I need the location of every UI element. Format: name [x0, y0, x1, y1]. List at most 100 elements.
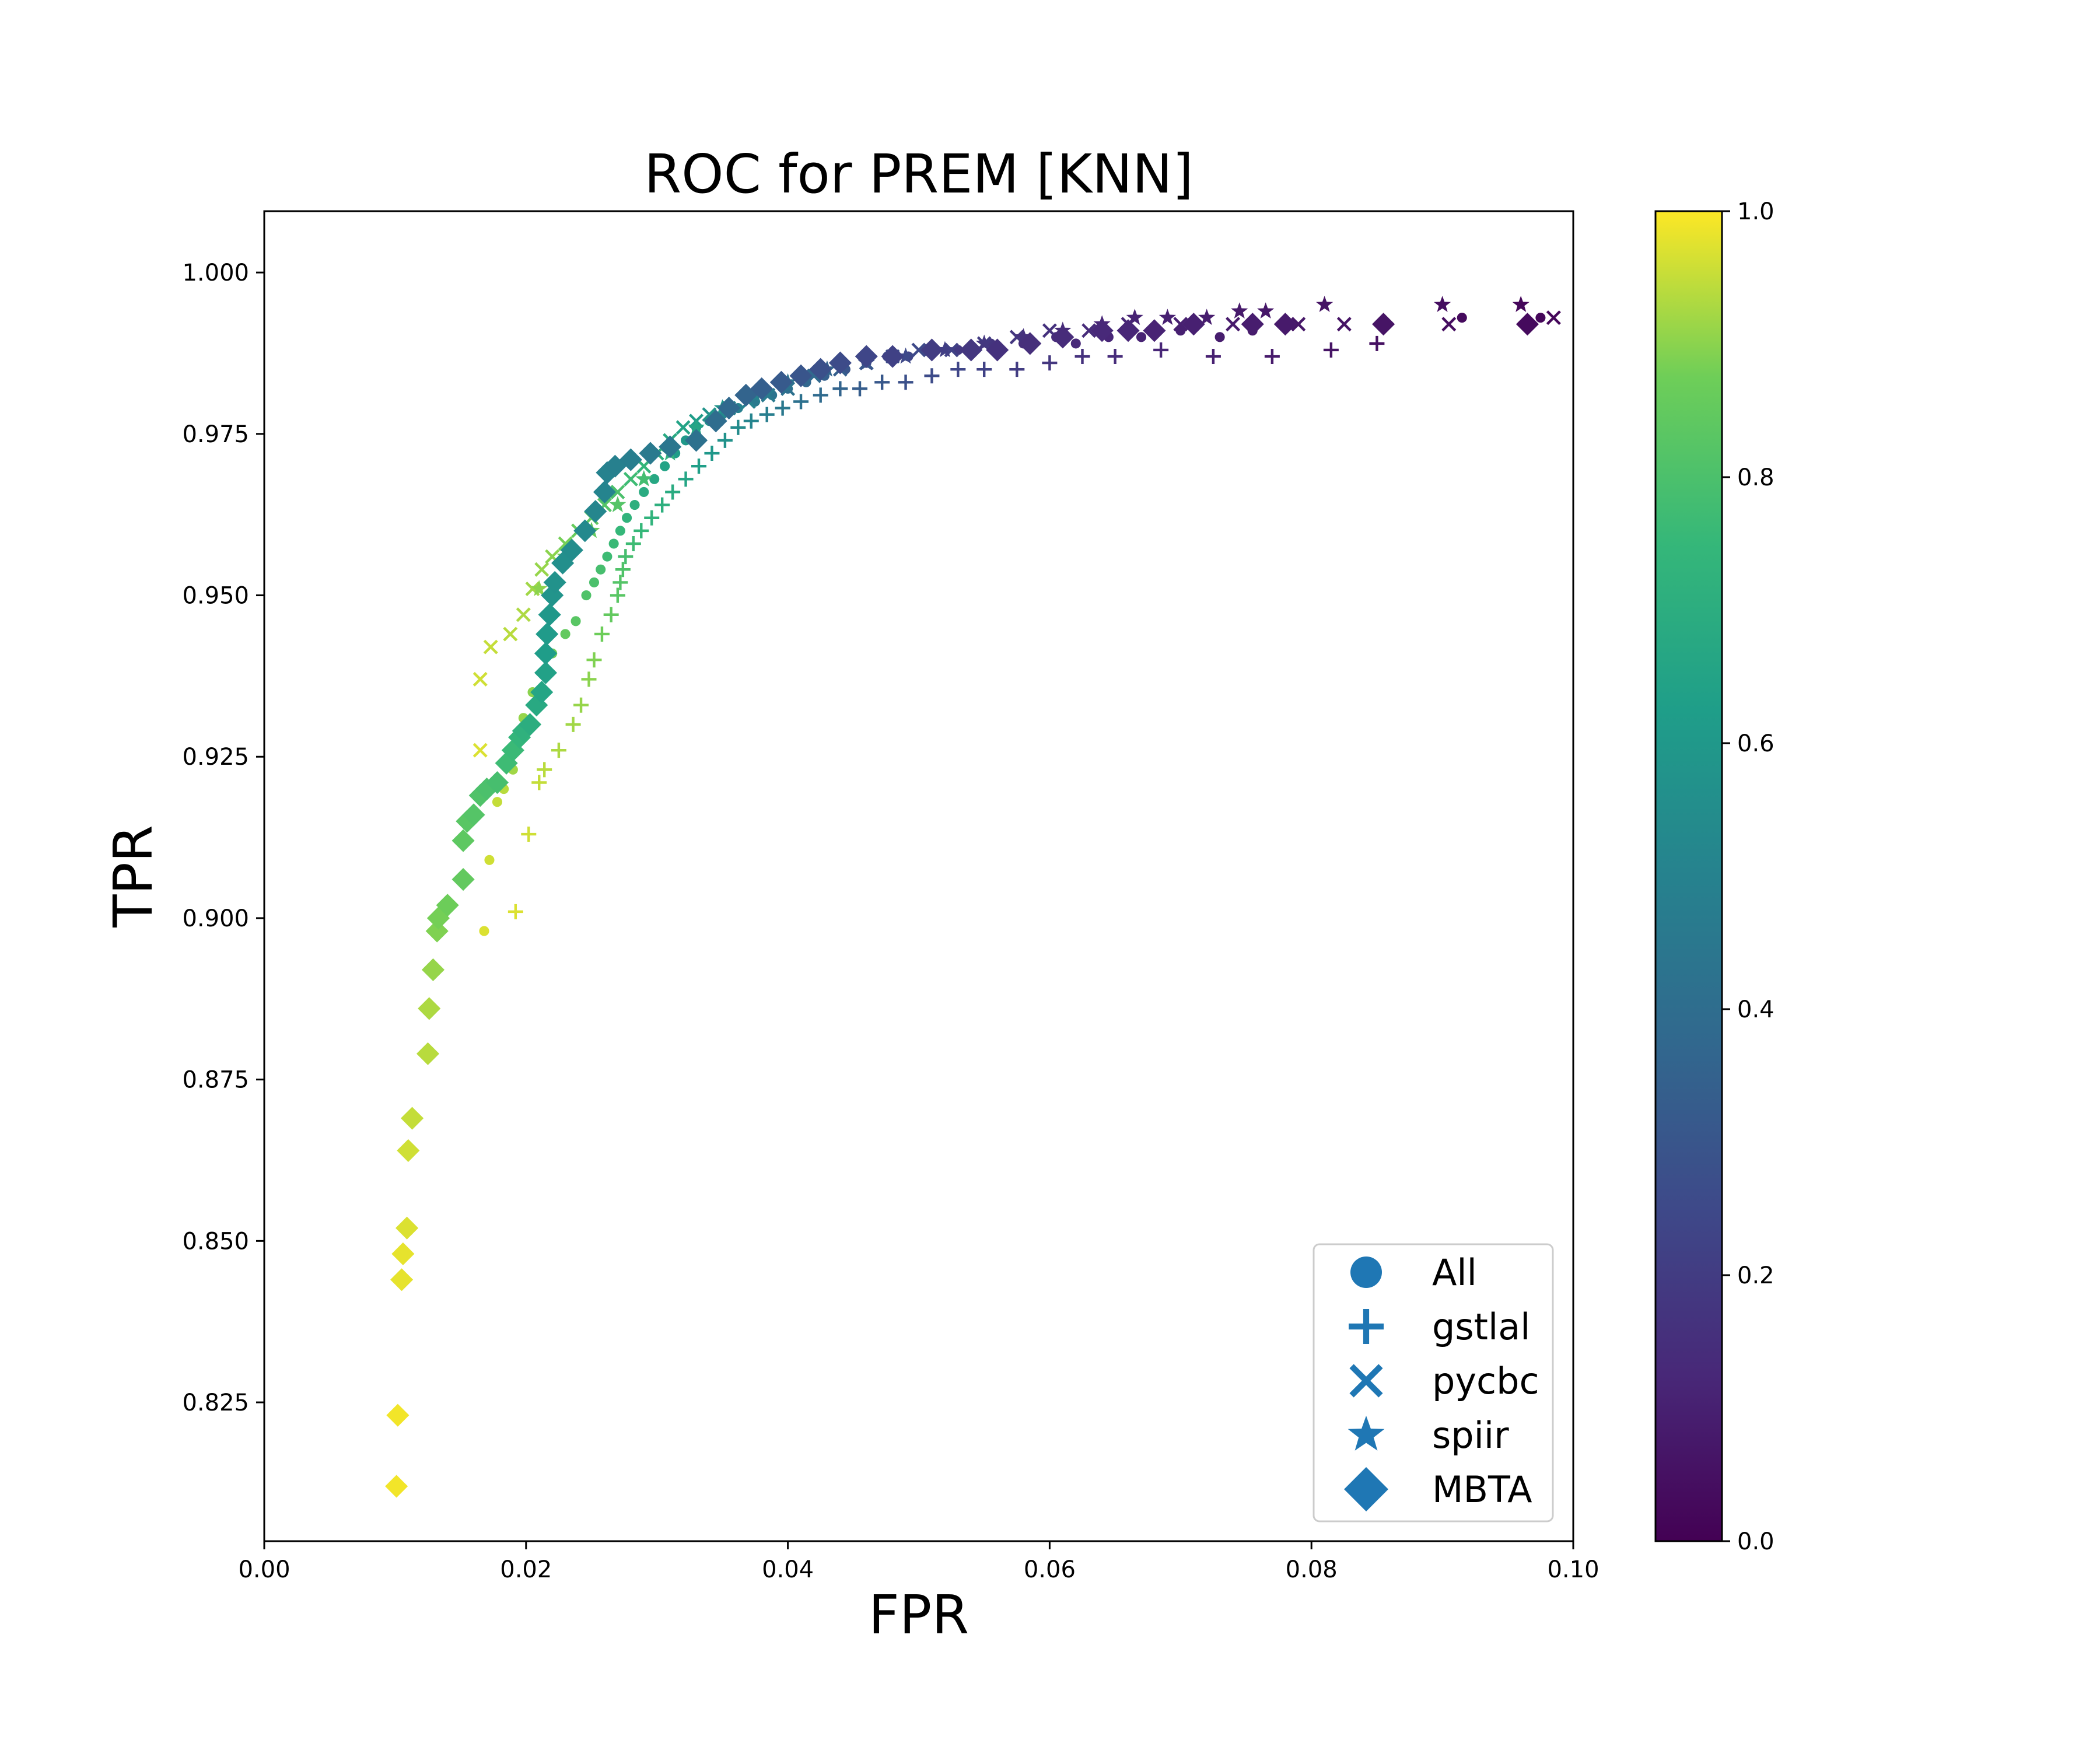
- point-mbta: [1051, 326, 1074, 349]
- point-spiir: [1231, 302, 1248, 318]
- point-gstlal: [508, 904, 523, 919]
- point-pycbc: [473, 671, 488, 687]
- colorbar-tick-label: 0.6: [1737, 730, 1774, 757]
- point-pycbc: [1336, 317, 1352, 332]
- point-pycbc: [473, 743, 488, 758]
- point-spiir: [1512, 296, 1530, 312]
- x-tick-label: 0.08: [1286, 1556, 1338, 1583]
- point-mbta: [704, 410, 727, 433]
- point-all: [602, 551, 612, 562]
- point-gstlal: [730, 419, 746, 435]
- point-mbta: [385, 1475, 408, 1498]
- point-spiir: [1257, 302, 1275, 318]
- point-mbta: [501, 738, 524, 762]
- point-mbta: [518, 713, 542, 736]
- point-gstlal: [1369, 335, 1385, 351]
- point-gstlal: [874, 374, 890, 390]
- point-gstlal: [618, 549, 634, 565]
- point-all: [484, 855, 495, 865]
- point-gstlal: [521, 827, 537, 842]
- point-mbta: [596, 461, 619, 484]
- point-mbta: [425, 919, 449, 943]
- point-mbta: [986, 338, 1009, 362]
- point-mbta: [750, 377, 774, 400]
- legend-label-mbta: MBTA: [1432, 1468, 1532, 1511]
- x-tick-label: 0.10: [1547, 1556, 1599, 1583]
- point-gstlal: [531, 775, 547, 790]
- point-mbta: [603, 454, 626, 478]
- series-mbta: [385, 313, 1539, 1498]
- point-pycbc: [623, 471, 638, 487]
- point-gstlal: [603, 607, 619, 622]
- point-all: [479, 926, 489, 936]
- point-mbta: [718, 397, 741, 420]
- point-gstlal: [615, 562, 631, 578]
- point-all: [608, 538, 619, 549]
- point-spiir: [609, 496, 626, 513]
- point-mbta: [436, 894, 459, 917]
- point-gstlal: [977, 362, 992, 377]
- point-mbta: [390, 1268, 414, 1292]
- y-tick-label: 0.900: [182, 905, 249, 932]
- point-pycbc: [1082, 323, 1097, 338]
- colorbar-tick-label: 0.0: [1737, 1528, 1774, 1555]
- legend-label-spiir: spiir: [1432, 1414, 1509, 1457]
- legend: All gstlal pycbc spiir MBTA: [1312, 1243, 1554, 1522]
- point-spiir: [1198, 309, 1216, 326]
- point-pycbc: [534, 562, 550, 577]
- point-mbta: [560, 538, 583, 562]
- point-mbta: [397, 1139, 420, 1162]
- x-tick-label: 0.06: [1024, 1556, 1076, 1583]
- point-gstlal: [775, 400, 790, 416]
- point-gstlal: [717, 432, 733, 448]
- x-axis: 0.00 0.02 0.04 0.06 0.08 0.10: [238, 1541, 1600, 1583]
- point-mbta: [1372, 313, 1395, 336]
- point-mbta: [639, 442, 662, 465]
- point-gstlal: [832, 381, 848, 397]
- point-all: [1070, 338, 1081, 349]
- point-mbta: [1090, 319, 1114, 342]
- y-axis-label: TPR: [102, 825, 164, 928]
- point-mbta: [1516, 313, 1539, 336]
- point-gstlal: [537, 762, 552, 778]
- point-mbta: [485, 771, 509, 794]
- point-mbta: [584, 500, 607, 523]
- point-mbta: [468, 784, 492, 807]
- point-mbta: [543, 570, 566, 594]
- point-mbta: [619, 448, 642, 471]
- legend-marker-spiir: [1348, 1416, 1385, 1451]
- point-gstlal: [1323, 342, 1339, 358]
- point-mbta: [855, 345, 878, 368]
- point-pycbc: [1441, 317, 1457, 332]
- point-gstlal: [1009, 362, 1025, 377]
- point-pycbc: [503, 626, 518, 642]
- point-mbta: [828, 351, 852, 374]
- point-mbta: [593, 480, 616, 504]
- point-gstlal: [813, 387, 828, 403]
- point-pycbc: [1291, 317, 1306, 332]
- point-spiir: [530, 580, 548, 596]
- point-gstlal: [950, 362, 966, 377]
- point-spiir: [1014, 328, 1032, 345]
- point-mbta: [734, 383, 758, 407]
- point-mbta: [960, 338, 983, 362]
- y-axis: 0.825 0.850 0.875 0.900 0.925 0.950 0.975 1.000: [182, 260, 264, 1416]
- point-gstlal: [924, 368, 940, 384]
- point-all: [560, 629, 570, 639]
- point-all: [660, 461, 670, 471]
- y-tick-label: 0.875: [182, 1067, 249, 1094]
- point-mbta: [1143, 319, 1166, 342]
- point-gstlal: [644, 510, 660, 526]
- point-pycbc: [911, 342, 926, 358]
- legend-label-pycbc: pycbc: [1432, 1360, 1539, 1402]
- point-pycbc: [1173, 317, 1188, 332]
- y-tick-label: 0.975: [182, 421, 249, 448]
- point-gstlal: [565, 716, 581, 732]
- point-gstlal: [586, 652, 602, 668]
- point-all: [581, 590, 592, 601]
- y-tick-label: 1.000: [182, 260, 249, 286]
- scatter-marks: [385, 296, 1561, 1498]
- legend-marker-pycbc: [1349, 1364, 1383, 1398]
- point-gstlal: [852, 381, 868, 397]
